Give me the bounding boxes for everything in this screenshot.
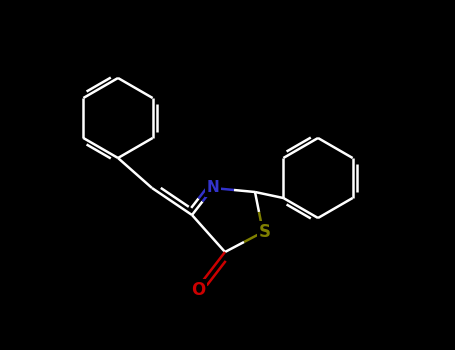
Text: O: O	[191, 281, 205, 299]
Text: N: N	[207, 181, 219, 196]
Text: S: S	[259, 223, 271, 241]
